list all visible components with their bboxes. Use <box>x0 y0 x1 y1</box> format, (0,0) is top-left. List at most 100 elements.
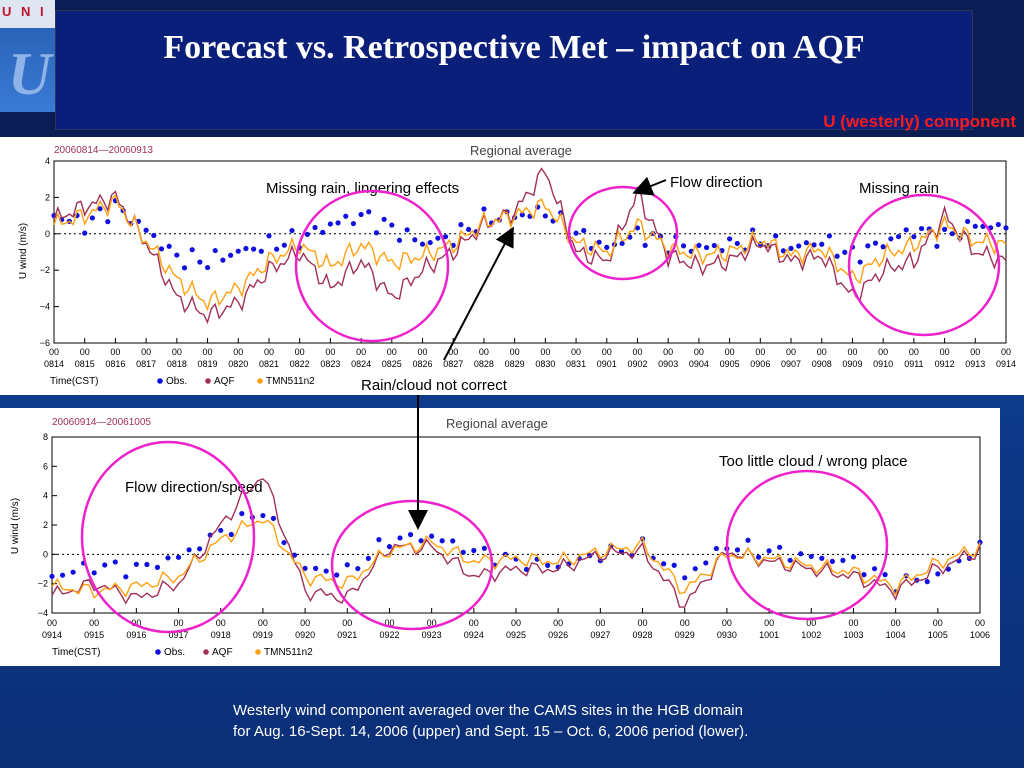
obs-point <box>189 247 195 253</box>
x-tick-label: 0924 <box>464 630 484 640</box>
legend-entry: Obs. <box>164 647 185 658</box>
y-axis-label: U wind (m/s) <box>18 223 29 279</box>
x-tick-hour-label: 00 <box>725 347 735 357</box>
obs-point <box>260 512 266 519</box>
y-tick-label: 6 <box>43 461 48 471</box>
tmns-series-line <box>53 193 1007 312</box>
obs-point <box>934 243 940 249</box>
x-tick-label: 0910 <box>873 359 893 369</box>
x-tick-label: 1002 <box>801 630 821 640</box>
annotation-rain-cloud: Rain/cloud not correct <box>361 377 507 394</box>
x-tick-label: 1001 <box>759 630 779 640</box>
obs-point <box>671 562 677 568</box>
obs-point <box>857 259 863 265</box>
obs-point <box>840 557 846 563</box>
x-tick-label: 0829 <box>505 359 525 369</box>
obs-point <box>358 211 364 218</box>
obs-point <box>871 566 878 572</box>
legend-marker <box>155 649 161 655</box>
annotation-missing-rain: Missing rain <box>859 180 940 197</box>
obs-point <box>435 235 441 241</box>
obs-point <box>703 560 709 566</box>
x-tick-hour-label: 00 <box>602 347 612 357</box>
x-tick-label: 0817 <box>136 359 156 369</box>
obs-point <box>144 561 150 568</box>
obs-point <box>304 231 310 237</box>
x-tick-label: 0904 <box>689 359 709 369</box>
x-tick-label: 0914 <box>42 630 62 640</box>
obs-point <box>819 555 825 561</box>
x-tick-label: 0930 <box>717 630 737 640</box>
logo-text: U N I <box>2 4 47 19</box>
x-tick-label: 0912 <box>935 359 955 369</box>
x-tick-hour-label: 00 <box>49 347 59 357</box>
chart-panel-top: 20060814—20060913 Regional average U win… <box>0 137 1024 395</box>
obs-point <box>220 257 226 263</box>
obs-point <box>787 557 793 563</box>
obs-point <box>89 215 95 221</box>
x-tick-hour-label: 00 <box>174 618 184 628</box>
obs-point <box>796 243 802 249</box>
obs-point <box>174 252 180 258</box>
obs-point <box>895 233 902 240</box>
x-tick-label: 1006 <box>970 630 990 640</box>
chart-top: 20060814—20060913 Regional average U win… <box>18 143 1016 387</box>
y-tick-label: −2 <box>38 579 48 589</box>
y-tick-label: −2 <box>40 265 50 275</box>
obs-point <box>82 230 88 236</box>
obs-point <box>519 212 525 218</box>
obs-point <box>803 240 809 246</box>
obs-point <box>661 561 667 567</box>
obs-point <box>439 538 445 544</box>
obs-point <box>811 242 817 248</box>
obs-point <box>102 562 108 568</box>
x-tick-hour-label: 00 <box>203 347 213 357</box>
logo-mark-icon: U <box>8 41 52 107</box>
x-tick-hour-label: 00 <box>571 347 581 357</box>
aqf-series-line <box>51 478 981 608</box>
chart-title: Regional average <box>446 416 548 431</box>
x-axis-label: Time(CST) <box>50 376 99 387</box>
x-tick-hour-label: 00 <box>141 347 151 357</box>
obs-point <box>642 242 648 248</box>
obs-point <box>980 223 986 230</box>
x-tick-hour-label: 00 <box>975 618 985 628</box>
obs-point <box>158 246 165 252</box>
obs-point <box>419 241 426 247</box>
obs-point <box>313 565 319 571</box>
obs-point <box>826 233 833 239</box>
x-tick-hour-label: 00 <box>89 618 99 628</box>
x-tick-hour-label: 00 <box>342 618 352 628</box>
x-tick-hour-label: 00 <box>755 347 765 357</box>
x-tick-hour-label: 00 <box>632 347 642 357</box>
obs-point <box>842 249 848 255</box>
y-axis-label: U wind (m/s) <box>10 498 21 554</box>
obs-point <box>465 226 472 232</box>
obs-point <box>389 222 395 228</box>
x-tick-label: 1005 <box>928 630 948 640</box>
obs-point <box>788 245 794 251</box>
obs-point <box>880 244 886 250</box>
obs-point <box>323 568 329 574</box>
chart-date-range: 20060814—20060913 <box>54 145 153 156</box>
x-tick-label: 1003 <box>843 630 863 640</box>
obs-point <box>289 227 295 234</box>
obs-point <box>481 206 487 212</box>
obs-point <box>302 565 308 571</box>
chart-date-range: 20060914—20061005 <box>52 417 151 428</box>
obs-point <box>270 515 277 521</box>
slide-caption: Westerly wind component averaged over th… <box>233 700 748 742</box>
obs-point <box>834 253 840 259</box>
x-tick-hour-label: 00 <box>970 347 980 357</box>
obs-point <box>249 514 255 520</box>
obs-point <box>59 572 66 578</box>
x-tick-label: 0907 <box>781 359 801 369</box>
obs-point <box>381 216 387 222</box>
obs-point <box>724 546 730 552</box>
obs-point <box>70 569 76 575</box>
x-tick-label: 0929 <box>675 630 695 640</box>
slide-subtitle: U (westerly) component <box>823 112 1016 131</box>
obs-point <box>819 241 825 247</box>
obs-point <box>112 559 118 565</box>
obs-point <box>995 221 1001 228</box>
